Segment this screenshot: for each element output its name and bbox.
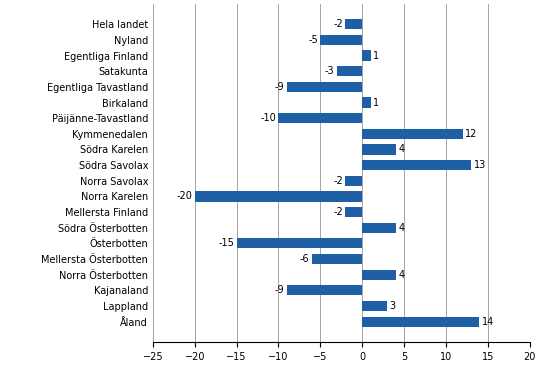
Bar — [346, 19, 362, 29]
Text: -2: -2 — [333, 19, 343, 29]
Text: -20: -20 — [176, 191, 192, 202]
Text: 3: 3 — [390, 301, 396, 311]
Bar — [312, 254, 362, 264]
Bar — [346, 207, 362, 217]
Bar — [362, 223, 396, 233]
Bar — [337, 66, 362, 76]
Bar — [362, 270, 396, 280]
Bar — [362, 129, 462, 139]
Text: 12: 12 — [465, 129, 478, 139]
Text: -6: -6 — [300, 254, 310, 264]
Text: -15: -15 — [218, 238, 234, 249]
Text: -2: -2 — [333, 207, 343, 217]
Text: 4: 4 — [398, 270, 404, 280]
Text: -9: -9 — [275, 285, 284, 296]
Bar — [362, 160, 471, 170]
Bar — [195, 191, 362, 202]
Bar — [362, 50, 371, 61]
Bar — [287, 285, 362, 296]
Text: 4: 4 — [398, 223, 404, 233]
Text: 14: 14 — [482, 317, 494, 327]
Text: -5: -5 — [308, 35, 318, 45]
Text: 1: 1 — [373, 50, 379, 61]
Bar — [362, 144, 396, 155]
Text: -3: -3 — [325, 66, 335, 76]
Bar — [278, 113, 362, 123]
Bar — [236, 238, 362, 249]
Text: -9: -9 — [275, 82, 284, 92]
Bar — [362, 97, 371, 108]
Text: 13: 13 — [473, 160, 486, 170]
Text: 4: 4 — [398, 144, 404, 155]
Bar — [362, 301, 387, 311]
Bar — [321, 35, 362, 45]
Bar — [346, 176, 362, 186]
Text: -10: -10 — [260, 113, 276, 123]
Bar — [362, 317, 479, 327]
Bar — [287, 82, 362, 92]
Text: -2: -2 — [333, 176, 343, 186]
Text: 1: 1 — [373, 97, 379, 108]
